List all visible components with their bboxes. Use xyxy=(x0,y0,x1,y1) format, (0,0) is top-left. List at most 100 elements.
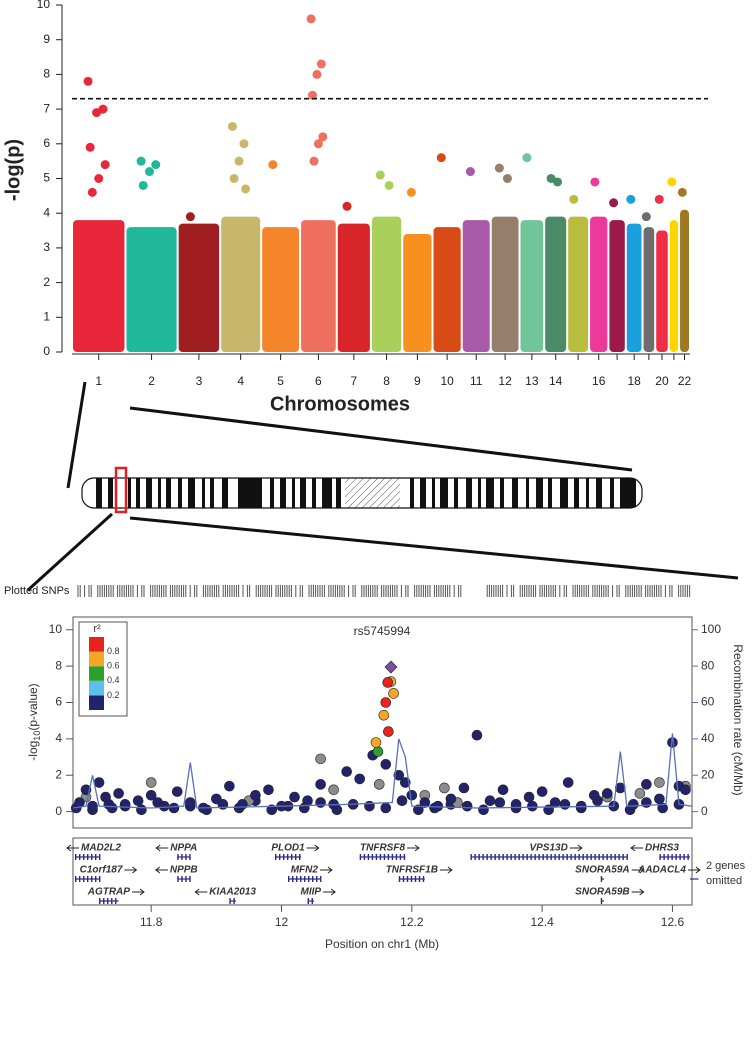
gene-exon xyxy=(294,854,297,860)
snp-point xyxy=(439,782,450,794)
snp-point xyxy=(316,59,326,69)
gene-exon xyxy=(375,854,378,860)
snp-cloud xyxy=(568,216,589,352)
gene-label: MIIP xyxy=(301,887,322,898)
snp-point xyxy=(93,777,105,788)
snp-point xyxy=(145,789,157,801)
legend-tick-label: 0.8 xyxy=(107,646,120,656)
gene-exon xyxy=(679,854,681,860)
snp-point xyxy=(211,793,222,805)
genes-omitted-note: 2 genes xyxy=(706,860,746,872)
chromosome-band xyxy=(178,478,182,508)
snp-point xyxy=(302,795,313,807)
snp-cloud xyxy=(626,223,642,352)
gene-exon xyxy=(91,854,93,860)
gene-exon xyxy=(687,854,689,860)
gene-exon xyxy=(578,854,580,860)
x-tick-label: 20 xyxy=(655,374,669,388)
gene-exon xyxy=(233,898,235,904)
gene-exon xyxy=(290,854,293,860)
gene-exon xyxy=(229,898,231,904)
snp-cloud xyxy=(520,220,544,352)
x-tick-label: 7 xyxy=(350,374,357,388)
y-tick-label: 6 xyxy=(55,695,62,709)
gene-exon xyxy=(406,876,409,882)
gene-exon xyxy=(87,854,89,860)
y-tick-label: 8 xyxy=(43,67,50,81)
gene-exon xyxy=(278,854,281,860)
snp-cloud xyxy=(221,216,261,352)
y-tick-label: 4 xyxy=(55,731,62,745)
gene-exon xyxy=(534,854,536,860)
snp-cloud xyxy=(590,216,608,352)
gene-exon xyxy=(403,854,406,860)
chromosome-band xyxy=(128,478,131,508)
gene-exon xyxy=(566,854,568,860)
snp-point xyxy=(106,802,118,814)
chromosome-band xyxy=(526,478,529,508)
gene-exon xyxy=(367,854,370,860)
gene-exon xyxy=(478,854,480,860)
y-tick-label: 7 xyxy=(43,101,50,115)
gene-exon xyxy=(103,898,105,904)
gene-exon xyxy=(602,854,604,860)
gene-exon xyxy=(282,854,285,860)
chromosome-band xyxy=(136,478,140,508)
gene-label: DHRS3 xyxy=(645,843,679,854)
gene-exon xyxy=(626,854,628,860)
x-tick-label: 11.8 xyxy=(140,915,163,929)
legend-swatch xyxy=(89,695,104,710)
legend-swatch xyxy=(89,666,104,681)
snp-point xyxy=(588,789,600,801)
gene-exon xyxy=(383,854,386,860)
snp-point xyxy=(100,160,110,170)
x-tick-label: 11 xyxy=(470,374,483,388)
gene-exon xyxy=(363,854,366,860)
snp-point xyxy=(375,170,385,180)
y-axis-label: -log10(p-value) xyxy=(26,683,42,760)
snp-point xyxy=(494,797,506,808)
chromosome-band xyxy=(96,478,102,508)
snp-point xyxy=(497,784,509,796)
chromosome-band xyxy=(292,478,295,508)
snp-point xyxy=(413,804,424,816)
snp-point xyxy=(373,779,385,790)
snp-cloud xyxy=(337,223,370,352)
snp-point xyxy=(171,786,183,797)
snp-point xyxy=(250,789,261,801)
y-tick-label: 2 xyxy=(55,767,62,781)
snp-point xyxy=(601,788,613,799)
strand-arrow xyxy=(66,844,79,852)
gene-exon xyxy=(494,854,496,860)
plot-frame xyxy=(72,616,693,829)
x-tick-label: 12 xyxy=(275,915,289,929)
gene-exon xyxy=(395,854,398,860)
chromosome-band xyxy=(108,478,113,508)
chromosome-band xyxy=(466,478,472,508)
gene-label: TNFRSF8 xyxy=(360,843,405,854)
snp-strip-label: Plotted SNPs xyxy=(4,585,70,597)
snp-point xyxy=(553,177,563,187)
y-tick-label: 6 xyxy=(43,136,50,150)
gene-exon xyxy=(181,854,183,860)
chromosome-band xyxy=(432,478,435,508)
gene-exon xyxy=(594,854,596,860)
gene-exon xyxy=(307,898,309,904)
chromosome-band xyxy=(440,478,448,508)
snp-point xyxy=(478,804,489,816)
gene-exon xyxy=(659,854,661,860)
strand-arrow xyxy=(124,866,138,874)
snp-point xyxy=(471,729,483,741)
snp-point xyxy=(641,779,652,790)
y-tick-label: 3 xyxy=(43,240,50,254)
snp-point xyxy=(562,777,574,788)
snp-point xyxy=(494,163,504,173)
snp-cloud xyxy=(656,230,668,352)
snp-point xyxy=(382,677,394,688)
gene-exon xyxy=(663,854,665,860)
gene-exon xyxy=(185,876,187,882)
gene-exon xyxy=(189,854,191,860)
y-axis-label: -log(p) xyxy=(2,139,24,201)
chromosome-band xyxy=(158,478,161,508)
